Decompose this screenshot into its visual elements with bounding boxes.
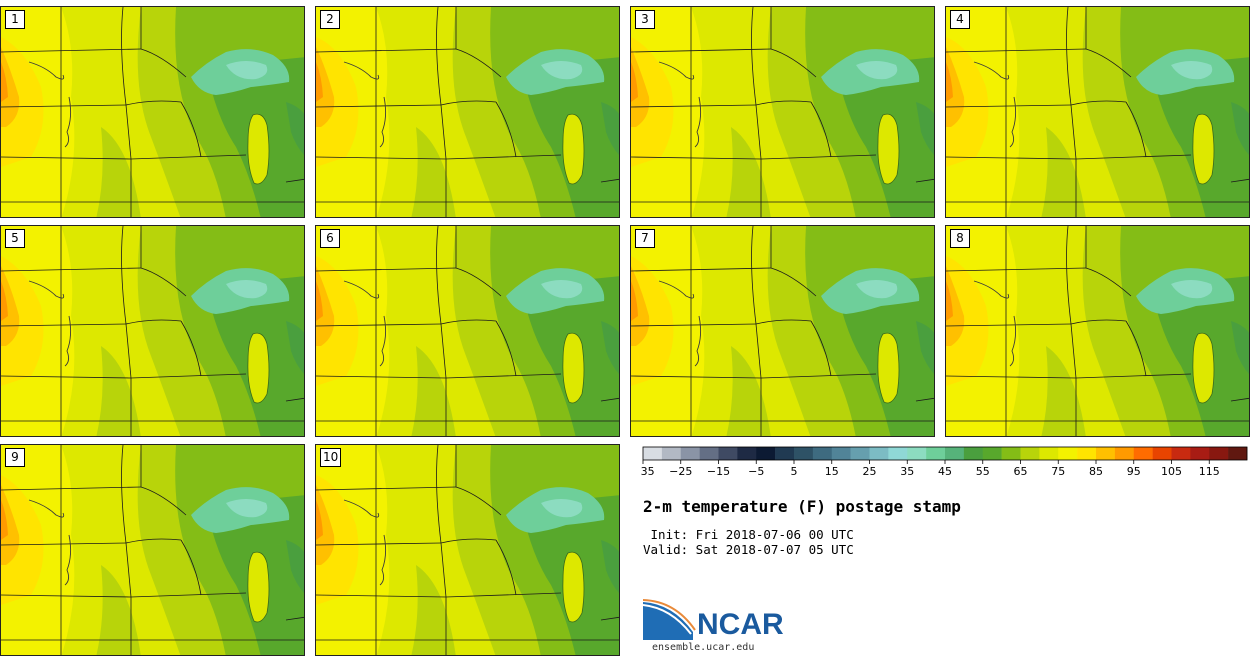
colorbar-tick-label: 65 xyxy=(1014,465,1028,478)
member-number: 5 xyxy=(5,229,25,248)
colorbar-tick-label: 115 xyxy=(1199,465,1220,478)
colorbar-tick-label: 55 xyxy=(976,465,990,478)
colorbar-segment xyxy=(1171,447,1191,460)
colorbar-tick-label: −15 xyxy=(707,465,730,478)
member-number: 4 xyxy=(950,10,970,29)
member-number: 6 xyxy=(320,229,340,248)
colorbar-segment xyxy=(699,447,719,460)
colorbar-segment xyxy=(926,447,946,460)
member-panel: 3 xyxy=(630,6,935,218)
colorbar-tick-label: 15 xyxy=(825,465,839,478)
colorbar-tick-label: 5 xyxy=(791,465,798,478)
member-number: 2 xyxy=(320,10,340,29)
colorbar-segment xyxy=(1114,447,1135,460)
colorbar-segment xyxy=(869,447,889,460)
member-number: 8 xyxy=(950,229,970,248)
colorbar-tick-label: 85 xyxy=(1089,465,1103,478)
temperature-map xyxy=(316,226,619,436)
member-number: 1 xyxy=(5,10,25,29)
member-panel: 7 xyxy=(630,225,935,437)
colorbar-segment xyxy=(1039,447,1059,460)
member-number: 3 xyxy=(635,10,655,29)
colorbar-segment xyxy=(718,447,738,460)
colorbar-segment xyxy=(1058,447,1078,460)
ncar-logo-icon xyxy=(643,599,696,640)
colorbar-tick-label: 95 xyxy=(1127,465,1141,478)
colorbar-segment xyxy=(1001,447,1021,460)
member-number: 9 xyxy=(5,448,25,467)
colorbar-segment xyxy=(1209,447,1229,460)
colorbar-segment xyxy=(1020,447,1040,460)
member-panel: 5 xyxy=(0,225,305,437)
temperature-map xyxy=(946,226,1249,436)
temperature-colorbar: −35 −25 −15 −5 5 15 25 35 45 55 65 75 85 95 105 115 xyxy=(641,446,1248,478)
colorbar-tick-label: 105 xyxy=(1161,465,1182,478)
member-panel: 6 xyxy=(315,225,620,437)
colorbar-tick-label: 25 xyxy=(863,465,877,478)
colorbar-segment xyxy=(1190,447,1210,460)
member-panel: 9 xyxy=(0,444,305,656)
temperature-map xyxy=(1,7,304,217)
colorbar-tick-label: 45 xyxy=(938,465,952,478)
temperature-map xyxy=(316,7,619,217)
colorbar-segment xyxy=(850,447,870,460)
colorbar-tick-label: 75 xyxy=(1051,465,1065,478)
colorbar-segment xyxy=(945,447,965,460)
figure-title: 2-m temperature (F) postage stamp xyxy=(643,497,961,516)
temperature-map xyxy=(316,445,619,655)
member-panel: 2 xyxy=(315,6,620,218)
temperature-map xyxy=(946,7,1249,217)
colorbar-segment xyxy=(812,447,833,460)
colorbar-segment xyxy=(982,447,1002,460)
member-panel: 1 xyxy=(0,6,305,218)
temperature-map xyxy=(1,445,304,655)
colorbar-segment xyxy=(643,447,663,460)
colorbar-segment xyxy=(1096,447,1116,460)
colorbar-segment xyxy=(963,447,984,460)
member-number: 10 xyxy=(320,448,342,467)
colorbar-segment xyxy=(680,447,700,460)
colorbar-tick-label: −35 xyxy=(641,465,655,478)
colorbar-segment xyxy=(775,447,795,460)
ncar-logo-text: NCAR xyxy=(697,608,784,641)
colorbar-segment xyxy=(1152,447,1172,460)
member-panel: 4 xyxy=(945,6,1250,218)
colorbar-tick-label: −25 xyxy=(669,465,692,478)
colorbar-segment xyxy=(756,447,776,460)
member-panel: 10 xyxy=(315,444,620,656)
temperature-map xyxy=(631,226,934,436)
valid-time: Valid: Sat 2018-07-07 05 UTC xyxy=(643,542,854,557)
member-number: 7 xyxy=(635,229,655,248)
colorbar-segment xyxy=(831,447,851,460)
colorbar-segment xyxy=(888,447,908,460)
colorbar-segment xyxy=(737,447,757,460)
member-panel: 8 xyxy=(945,225,1250,437)
logo-url: ensemble.ucar.edu xyxy=(652,642,755,653)
temperature-map xyxy=(631,7,934,217)
colorbar-segment xyxy=(907,447,927,460)
colorbar-segment xyxy=(794,447,814,460)
init-time: Init: Fri 2018-07-06 00 UTC xyxy=(643,527,854,542)
colorbar-segment xyxy=(1228,447,1248,460)
colorbar-segment xyxy=(1077,447,1097,460)
colorbar-segment xyxy=(661,447,682,460)
colorbar-segment xyxy=(1133,447,1153,460)
temperature-map xyxy=(1,226,304,436)
colorbar-tick-label: −5 xyxy=(748,465,764,478)
colorbar-tick-label: 35 xyxy=(900,465,914,478)
